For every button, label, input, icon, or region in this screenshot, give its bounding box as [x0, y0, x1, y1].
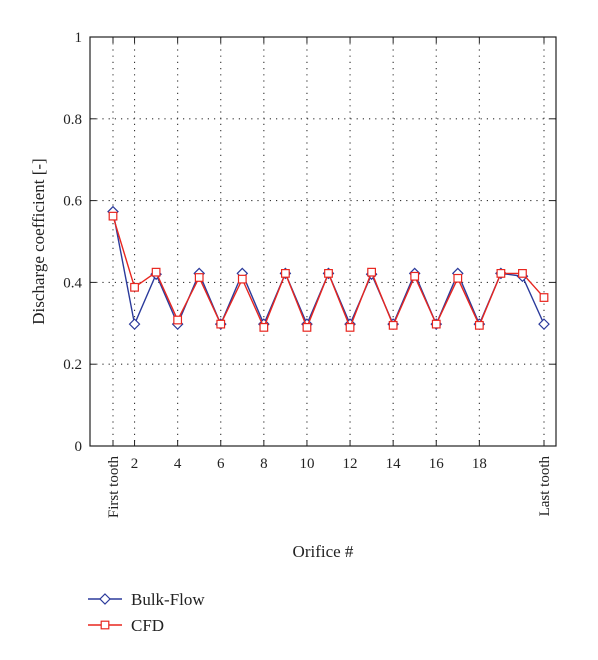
legend-marker [100, 620, 110, 630]
y-tick-label: 0.8 [63, 112, 82, 128]
legend-label: Bulk-Flow [131, 590, 205, 609]
data-point [194, 273, 204, 282]
y-tick-label: 0.2 [63, 357, 82, 373]
y-tick-label: 0.4 [63, 275, 82, 291]
data-point [151, 267, 161, 277]
data-point [410, 271, 420, 281]
x-tick-label: First tooth [106, 456, 122, 519]
x-tick-label: 14 [386, 456, 402, 472]
data-point [518, 269, 527, 278]
legend-marker [99, 593, 111, 605]
data-point [496, 269, 506, 278]
data-point [539, 293, 549, 302]
data-point [128, 318, 141, 330]
data-point [237, 274, 247, 284]
data-point [345, 322, 355, 332]
data-point [431, 319, 441, 329]
data-point [388, 320, 398, 330]
data-point [216, 319, 226, 329]
x-tick-label: 8 [260, 456, 268, 472]
series-layer [107, 205, 550, 332]
x-tick-label: Last tooth [537, 456, 553, 517]
data-point [259, 322, 269, 332]
legend: Bulk-Flow CFD [88, 590, 205, 635]
x-tick-label: 2 [131, 456, 139, 472]
data-point [367, 267, 376, 277]
data-point [302, 322, 312, 332]
axes [89, 36, 557, 447]
y-tick-label: 1 [75, 30, 83, 46]
x-axis-label: Orifice # [293, 542, 354, 561]
data-point [108, 211, 118, 221]
x-tick-label: 16 [429, 456, 445, 472]
legend-label: CFD [131, 616, 164, 635]
x-tick-label: 18 [472, 456, 487, 472]
grid [90, 37, 556, 446]
x-tick-label: 4 [174, 456, 182, 472]
plot-frame [89, 36, 557, 447]
legend-item: Bulk-Flow [88, 590, 205, 609]
y-tick-label: 0 [75, 439, 83, 455]
data-point [453, 273, 463, 283]
data-point [324, 269, 333, 278]
x-tick-label: 6 [217, 456, 225, 472]
data-point [130, 282, 139, 292]
legend-item: CFD [88, 616, 164, 635]
y-tick-label: 0.6 [63, 194, 82, 210]
tick-labels: 0 0.2 0.4 0.6 0.8 1 First tooth 2 4 6 8 10 12 14 16 18 L… [63, 30, 553, 518]
data-point [538, 318, 550, 330]
x-tick-label: 12 [343, 456, 358, 472]
data-point [281, 269, 290, 278]
series-cfd [108, 211, 549, 332]
x-tick-label: 10 [299, 456, 314, 472]
y-axis-label: Discharge coefficient [-] [29, 158, 48, 324]
data-point [474, 320, 484, 330]
data-point [173, 315, 183, 325]
